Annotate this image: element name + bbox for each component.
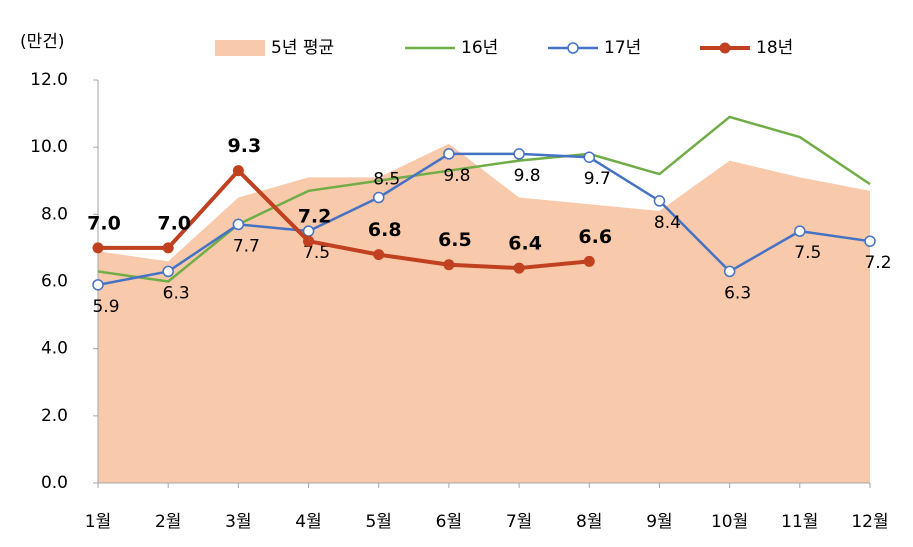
x-tick-label: 5월: [365, 512, 391, 532]
data-label: 7.7: [233, 236, 260, 256]
data-label: 7.0: [87, 212, 121, 234]
marker: [443, 148, 455, 160]
marker: [232, 165, 244, 177]
line: [97, 115, 871, 283]
marker: [92, 242, 104, 254]
area: [98, 143, 870, 483]
line: [98, 168, 590, 271]
data-label: 6.4: [508, 233, 542, 255]
marker: [232, 218, 245, 231]
data-label: 6.3: [163, 283, 190, 303]
x-tick-label: 12월: [851, 512, 888, 532]
x-tick-label: 4월: [295, 512, 321, 532]
x-tick-label: 1월: [85, 512, 111, 532]
data-label: 6.8: [368, 219, 402, 241]
legend-label: 18년: [756, 38, 793, 58]
data-label: 7.2: [298, 206, 332, 228]
x-tick-label: 6월: [436, 512, 462, 532]
data-label: 7.2: [864, 253, 891, 273]
marker: [373, 249, 385, 261]
legend-label: 5년 평균: [271, 38, 334, 58]
marker: [162, 265, 174, 278]
data-label: 8.5: [373, 170, 400, 190]
data-label: 9.8: [443, 166, 470, 186]
marker: [303, 235, 315, 247]
marker: [513, 148, 525, 160]
data-label: 6.3: [724, 283, 751, 303]
legend-label: 17년: [604, 38, 641, 58]
y-tick-label: 4.0: [41, 339, 68, 359]
y-tick-label: 0.0: [41, 473, 68, 493]
marker: [92, 279, 104, 291]
marker: [443, 259, 455, 271]
data-label: 7.0: [157, 212, 191, 234]
y-tick-label: 12.0: [30, 70, 68, 90]
x-tick-label: 10월: [711, 512, 748, 532]
legend-label: 16년: [461, 38, 498, 58]
data-label: 9.8: [514, 166, 541, 186]
y-tick-label: 10.0: [30, 137, 68, 157]
unit-label: (만건): [20, 32, 65, 52]
marker: [864, 235, 876, 247]
x-tick-label: 3월: [225, 512, 251, 532]
data-label: 6.5: [438, 229, 472, 251]
data-label: 9.7: [584, 169, 611, 189]
marker: [723, 265, 736, 278]
x-tick-label: 8월: [576, 512, 602, 532]
marker: [162, 242, 174, 254]
data-label: 6.6: [578, 226, 612, 248]
x-tick-label: 9월: [646, 512, 672, 532]
legend-marker: [567, 42, 579, 54]
x-tick-label: 7월: [506, 512, 532, 532]
legend-marker: [719, 42, 731, 54]
marker: [653, 195, 666, 207]
data-label: 7.5: [794, 243, 821, 263]
marker: [513, 262, 525, 274]
y-tick-label: 8.0: [41, 204, 68, 224]
legend-swatch: [215, 40, 265, 56]
marker: [372, 191, 385, 204]
line: [97, 152, 871, 287]
x-tick-label: 11월: [781, 512, 818, 532]
data-label: 7.5: [303, 243, 330, 263]
y-tick-label: 6.0: [41, 272, 68, 292]
data-label: 9.3: [228, 135, 262, 157]
data-label: 5.9: [92, 297, 119, 317]
marker: [794, 225, 806, 237]
data-label: 8.4: [654, 213, 681, 233]
y-tick-label: 2.0: [41, 406, 68, 426]
x-tick-label: 2월: [155, 512, 181, 532]
marker: [583, 151, 596, 163]
marker: [583, 255, 595, 267]
